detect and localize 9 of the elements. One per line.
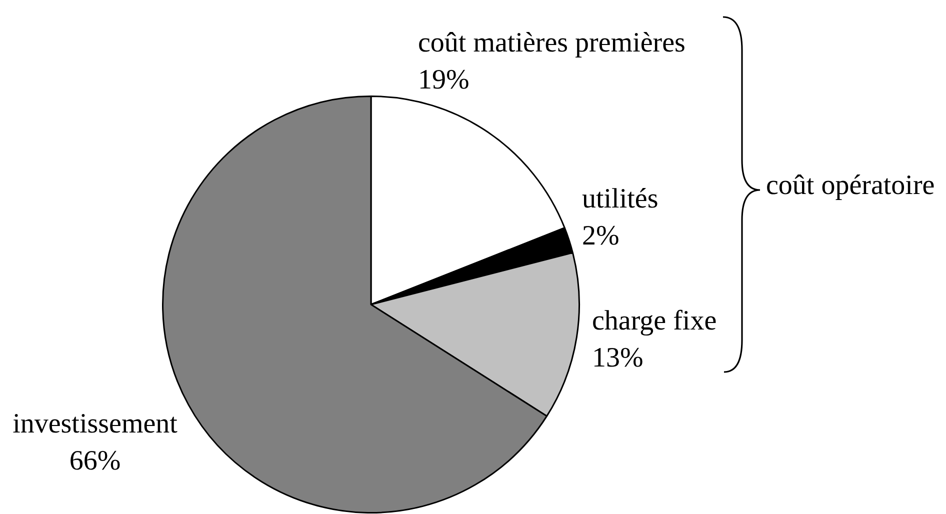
data-label: 66% — [69, 446, 121, 476]
slice-label: coût matières premières — [418, 28, 686, 58]
slice-label: charge fixe — [592, 306, 717, 336]
slice-label: investissement — [12, 408, 178, 440]
text: coût opératoire — [766, 170, 935, 201]
data-label: 13% — [592, 342, 644, 374]
data-label: 2% — [582, 220, 620, 252]
slice-label: utilités — [582, 184, 658, 214]
data-label: 19% — [418, 64, 470, 96]
